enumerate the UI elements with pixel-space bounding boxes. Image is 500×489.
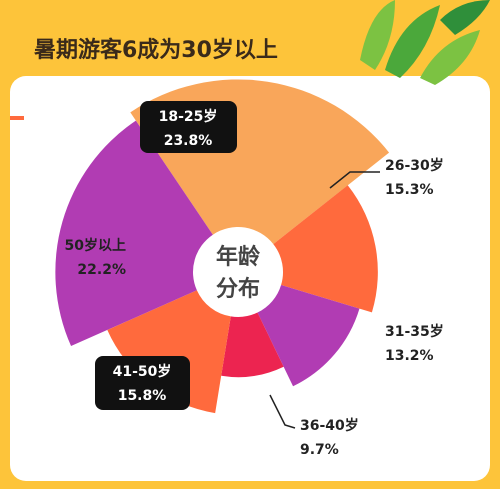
value-label: 13.2%	[385, 348, 434, 364]
value-label: 15.3%	[385, 182, 434, 198]
rose-segment	[55, 120, 213, 347]
label-box	[140, 101, 237, 153]
category-label: 36-40岁	[300, 417, 359, 434]
center-circle	[195, 229, 281, 315]
leaves	[360, 0, 490, 85]
category-label: 26-30岁	[385, 157, 444, 174]
value-label: 15.8%	[118, 388, 167, 404]
center-label: 分布	[216, 276, 260, 302]
category-label: 41-50岁	[113, 363, 172, 380]
chart-title: 暑期游客6成为30岁以上	[34, 37, 278, 63]
center-label: 年龄	[216, 244, 261, 270]
accent	[10, 116, 24, 120]
category-label: 18-25岁	[159, 108, 218, 125]
rose-segment	[273, 185, 378, 313]
leader-line	[269, 394, 296, 429]
label-box	[95, 356, 190, 410]
category-label: 50岁以上	[65, 237, 126, 254]
category-label: 31-35岁	[385, 323, 444, 340]
value-label: 23.8%	[164, 133, 213, 149]
value-label: 9.7%	[300, 442, 339, 458]
leader-line	[329, 171, 380, 189]
rose-segment	[221, 312, 284, 378]
value-label: 22.2%	[77, 262, 126, 278]
rose-segment	[107, 290, 231, 414]
rose-segment	[257, 284, 360, 387]
